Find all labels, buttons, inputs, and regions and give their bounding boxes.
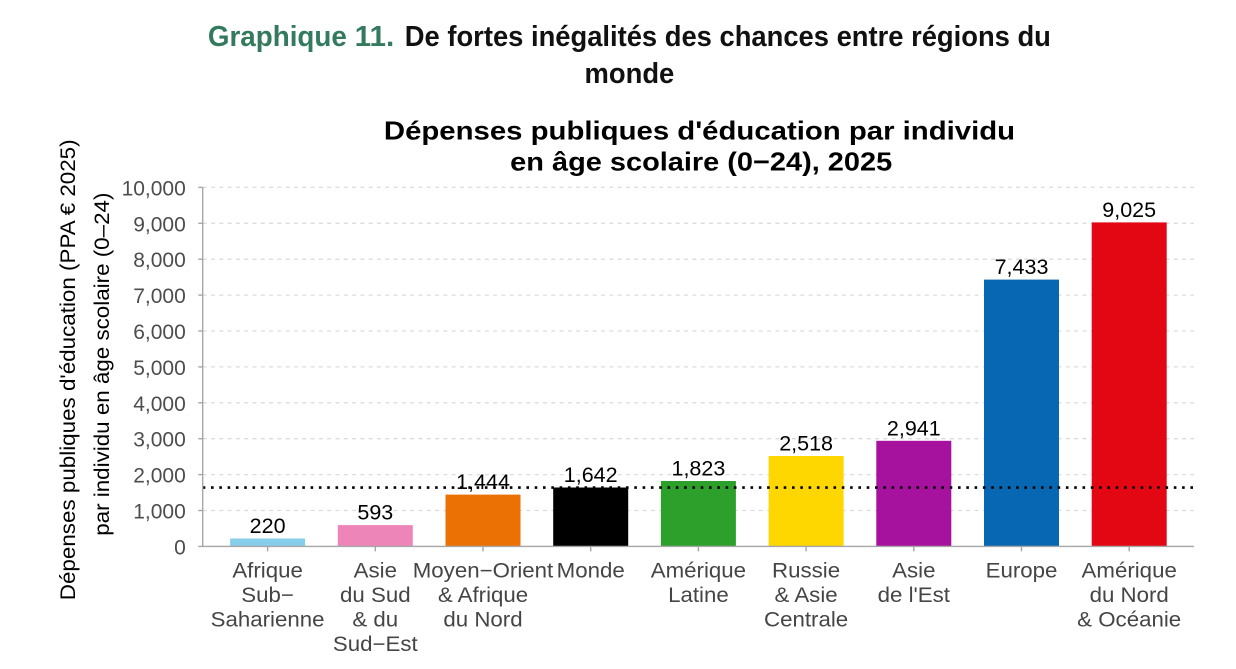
- svg-text:Russie: Russie: [772, 560, 840, 583]
- svg-text:& Océanie: & Océanie: [1077, 609, 1181, 632]
- svg-text:7,433: 7,433: [995, 255, 1049, 279]
- svg-text:1,642: 1,642: [564, 463, 618, 487]
- svg-text:Latine: Latine: [668, 584, 729, 607]
- svg-text:par individu en âge scolaire (: par individu en âge scolaire (0–24): [91, 193, 114, 536]
- svg-text:de l'Est: de l'Est: [878, 584, 950, 607]
- svg-text:Moyen−Orient: Moyen−Orient: [413, 560, 554, 583]
- svg-text:Amérique: Amérique: [1082, 560, 1177, 583]
- svg-text:0: 0: [174, 536, 186, 559]
- svg-text:1,823: 1,823: [671, 457, 725, 481]
- svg-text:10,000: 10,000: [122, 177, 186, 200]
- svg-text:Afrique: Afrique: [232, 560, 303, 583]
- svg-text:9,025: 9,025: [1102, 198, 1156, 222]
- svg-text:Asie: Asie: [892, 560, 935, 583]
- svg-text:1,444: 1,444: [456, 470, 510, 494]
- svg-text:9,000: 9,000: [133, 213, 186, 236]
- svg-text:5,000: 5,000: [133, 357, 186, 380]
- svg-text:en âge scolaire (0−24), 2025: en âge scolaire (0−24), 2025: [510, 147, 892, 177]
- svg-text:220: 220: [250, 514, 286, 538]
- svg-text:593: 593: [357, 501, 393, 525]
- svg-text:du Nord: du Nord: [443, 609, 522, 632]
- svg-text:8,000: 8,000: [133, 249, 186, 272]
- svg-text:2,000: 2,000: [133, 465, 186, 488]
- svg-text:3,000: 3,000: [133, 429, 186, 452]
- svg-text:7,000: 7,000: [133, 285, 186, 308]
- svg-text:Centrale: Centrale: [764, 609, 848, 632]
- svg-text:2,941: 2,941: [887, 416, 941, 440]
- svg-text:Dépenses publiques d'éducation: Dépenses publiques d'éducation par indiv…: [384, 115, 1015, 145]
- svg-text:Dépenses publiques d'éducation: Dépenses publiques d'éducation (PPA € 20…: [57, 139, 80, 600]
- svg-text:du Sud: du Sud: [340, 584, 411, 607]
- svg-text:Europe: Europe: [986, 560, 1058, 583]
- svg-text:Amérique: Amérique: [651, 560, 746, 583]
- svg-text:Sub−: Sub−: [241, 584, 294, 607]
- svg-text:& du: & du: [352, 609, 398, 632]
- svg-text:Sud−Est: Sud−Est: [333, 633, 418, 656]
- svg-text:1,000: 1,000: [133, 501, 186, 524]
- svg-text:du Nord: du Nord: [1090, 584, 1169, 607]
- svg-text:& Asie: & Asie: [775, 584, 838, 607]
- svg-text:Asie: Asie: [354, 560, 397, 583]
- svg-text:4,000: 4,000: [133, 393, 186, 416]
- svg-text:6,000: 6,000: [133, 321, 186, 344]
- svg-text:Saharienne: Saharienne: [211, 609, 325, 632]
- svg-text:2,518: 2,518: [779, 432, 833, 456]
- svg-text:& Afrique: & Afrique: [438, 584, 528, 607]
- svg-text:Monde: Monde: [557, 560, 625, 583]
- svg-text:monde: monde: [585, 58, 675, 90]
